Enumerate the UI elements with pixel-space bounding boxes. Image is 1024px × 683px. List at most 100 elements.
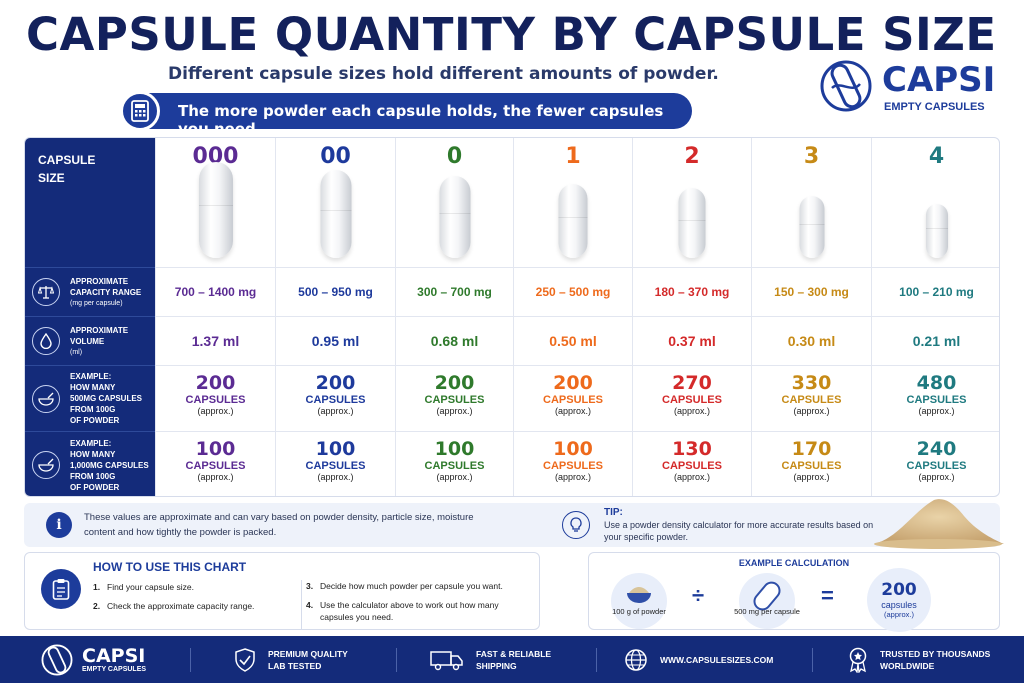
- step-item: 1. Find your capsule size.: [93, 582, 194, 592]
- example-1000-cell: 170 CAPSULES (approx.): [752, 431, 871, 496]
- volume-cell: 0.21 ml: [872, 316, 999, 365]
- footer-item-website[interactable]: WWW.CAPSULESIZES.COM: [624, 636, 773, 683]
- website-link[interactable]: WWW.CAPSULESIZES.COM: [660, 654, 774, 665]
- footer-brand-name: CAPSI: [82, 645, 146, 667]
- example-500-cell: 270 CAPSULES (approx.): [633, 365, 751, 431]
- capsule-icon: [739, 573, 795, 629]
- volume-cell: 0.30 ml: [752, 316, 871, 365]
- example-500-cell: 200 CAPSULES (approx.): [396, 365, 513, 431]
- capsule-size-label: CAPSULE SIZE: [38, 153, 96, 185]
- footer-brand-tagline: EMPTY CAPSULES: [82, 666, 147, 673]
- capacity-range-cell: 250 – 500 mg: [514, 267, 632, 316]
- row-label-volume: APPROXIMATE VOLUME (ml): [25, 316, 155, 365]
- volume-cell: 0.37 ml: [633, 316, 751, 365]
- page-title: CAPSULE QUANTITY BY CAPSULE SIZE: [26, 8, 997, 61]
- row-label-capacity: APPROXIMATE CAPACITY RANGE (mg per capsule…: [25, 267, 155, 316]
- calculator-icon: [120, 91, 160, 131]
- size-column-00: 00 500 – 950 mg 0.95 ml 200 CAPSULES (approx.…: [275, 138, 395, 496]
- how-to-heading: HOW TO USE THIS CHART: [93, 560, 247, 574]
- step-item: 2. Check the approximate capacity range.: [93, 601, 255, 611]
- capsule-size-number: 3: [803, 144, 820, 169]
- shield-check-icon: [235, 647, 255, 672]
- how-to-steps-left: 1. Find your capsule size. 2. Check the ap…: [93, 581, 293, 619]
- capacity-range-cell: 180 – 370 mg: [633, 267, 751, 316]
- example-500-cell: 330 CAPSULES (approx.): [752, 365, 871, 431]
- info-icon: i: [46, 512, 72, 538]
- footer: CAPSI EMPTY CAPSULES PREMIUM QUALITY LAB …: [0, 636, 1024, 683]
- capsi-logo-icon: [820, 60, 872, 112]
- calc-result: 200 capsules (approx.): [867, 568, 931, 632]
- example-1000-cell: 100 CAPSULES (approx.): [396, 431, 513, 496]
- how-to-steps-right: 3. Decide how much powder per capsule you…: [301, 580, 531, 630]
- calc-capsule-size: 500 mg per capsule: [734, 607, 800, 616]
- capacity-range-cell: 300 – 700 mg: [396, 267, 513, 316]
- award-icon: [849, 647, 867, 673]
- powder-bowl-icon: [611, 573, 667, 629]
- powder-pile-image: [874, 499, 1004, 549]
- footer-item-shipping: FAST & RELIABLE SHIPPING: [430, 636, 551, 683]
- how-to-panel: HOW TO USE THIS CHART 1. Find your capsul…: [24, 552, 540, 630]
- divide-symbol: ÷: [692, 583, 705, 608]
- row-label-example-1000: EXAMPLE: HOW MANY 1,000mg CAPSULES FROM 100…: [25, 431, 155, 496]
- footer-item-trusted: TRUSTED BY THOUSANDS WORLDWIDE: [848, 636, 990, 683]
- capsule-image: [320, 170, 351, 258]
- footer-item-quality: PREMIUM QUALITY LAB TESTED: [234, 636, 348, 683]
- size-column-1: 1 250 – 500 mg 0.50 ml 200 CAPSULES (approx.)…: [513, 138, 632, 496]
- example-calculation: EXAMPLE CALCULATION 100 g of powder ÷ 50…: [588, 552, 1000, 632]
- footer-brand: CAPSI EMPTY CAPSULES: [40, 636, 146, 683]
- tip-heading: TIP:: [604, 507, 623, 518]
- capacity-range-cell: 500 – 950 mg: [276, 267, 395, 316]
- capsi-logo-icon: [41, 644, 73, 675]
- capacity-range-cell: 700 – 1400 mg: [156, 267, 275, 316]
- capsule-image: [198, 162, 233, 258]
- droplet-icon: [32, 327, 60, 355]
- capsule-size-number: 2: [684, 144, 700, 169]
- brand-name: CAPSI: [882, 60, 996, 100]
- capsule-image: [558, 184, 588, 258]
- example-1000-cell: 130 CAPSULES (approx.): [633, 431, 751, 496]
- example-1000-cell: 100 CAPSULES (approx.): [276, 431, 395, 496]
- example-1000-cell: 100 CAPSULES (approx.): [514, 431, 632, 496]
- step-item: 4. Use the calculator above to work out h…: [306, 600, 499, 622]
- page-subtitle: Different capsule sizes hold different a…: [168, 64, 719, 84]
- capacity-range-cell: 150 – 300 mg: [752, 267, 871, 316]
- disclaimer-note: i These values are approximate and can v…: [24, 503, 1000, 547]
- capsule-size-number: 00: [320, 144, 351, 169]
- example-500-cell: 480 CAPSULES (approx.): [872, 365, 999, 431]
- calc-powder-amount: 100 g of powder: [612, 607, 666, 616]
- volume-cell: 1.37 ml: [156, 316, 275, 365]
- size-column-3: 3 150 – 300 mg 0.30 ml 330 CAPSULES (approx.)…: [751, 138, 871, 496]
- banner-text: The more powder each capsule holds, the …: [178, 102, 664, 138]
- example-1000-cell: 240 CAPSULES (approx.): [872, 431, 999, 496]
- volume-cell: 0.50 ml: [514, 316, 632, 365]
- step-item: 3. Decide how much powder per capsule you…: [306, 581, 503, 591]
- example-500-cell: 200 CAPSULES (approx.): [276, 365, 395, 431]
- volume-cell: 0.68 ml: [396, 316, 513, 365]
- globe-icon: [625, 648, 647, 671]
- example-1000-cell: 100 CAPSULES (approx.): [156, 431, 275, 496]
- scoop-bowl-icon: [32, 451, 60, 479]
- size-column-0: 0 300 – 700 mg 0.68 ml 200 CAPSULES (approx.)…: [395, 138, 513, 496]
- capsule-size-number: 0: [446, 144, 463, 169]
- capacity-range-cell: 100 – 210 mg: [872, 267, 999, 316]
- size-column-4: 4 100 – 210 mg 0.21 ml 480 CAPSULES (approx.)…: [871, 138, 999, 496]
- capsule-image: [439, 176, 470, 258]
- disclaimer-text: These values are approximate and can var…: [84, 512, 474, 538]
- tip-text: Use a powder density calculator for more…: [604, 520, 874, 542]
- lightbulb-icon: [562, 511, 590, 539]
- info-banner: The more powder each capsule holds, the …: [120, 91, 692, 138]
- size-column-000: 000 700 – 1400 mg 1.37 ml 200 CAPSULES (appro…: [155, 138, 275, 496]
- scale-icon: [32, 278, 60, 306]
- capsule-size-number: 1: [565, 144, 581, 169]
- capsule-image: [678, 188, 706, 258]
- size-column-2: 2 180 – 370 mg 0.37 ml 270 CAPSULES (approx.)…: [632, 138, 751, 496]
- scoop-bowl-icon: [32, 384, 60, 413]
- capsule-table: CAPSULE SIZE APPROXIMATE CAPACITY RANGE (mg…: [24, 137, 1000, 497]
- example-500-cell: 200 CAPSULES (approx.): [514, 365, 632, 431]
- truck-icon: [430, 650, 463, 670]
- clipboard-icon: [41, 569, 81, 609]
- example-500-cell: 200 CAPSULES (approx.): [156, 365, 275, 431]
- table-header-column: CAPSULE SIZE APPROXIMATE CAPACITY RANGE (mg…: [25, 138, 155, 496]
- equals-symbol: =: [821, 583, 834, 608]
